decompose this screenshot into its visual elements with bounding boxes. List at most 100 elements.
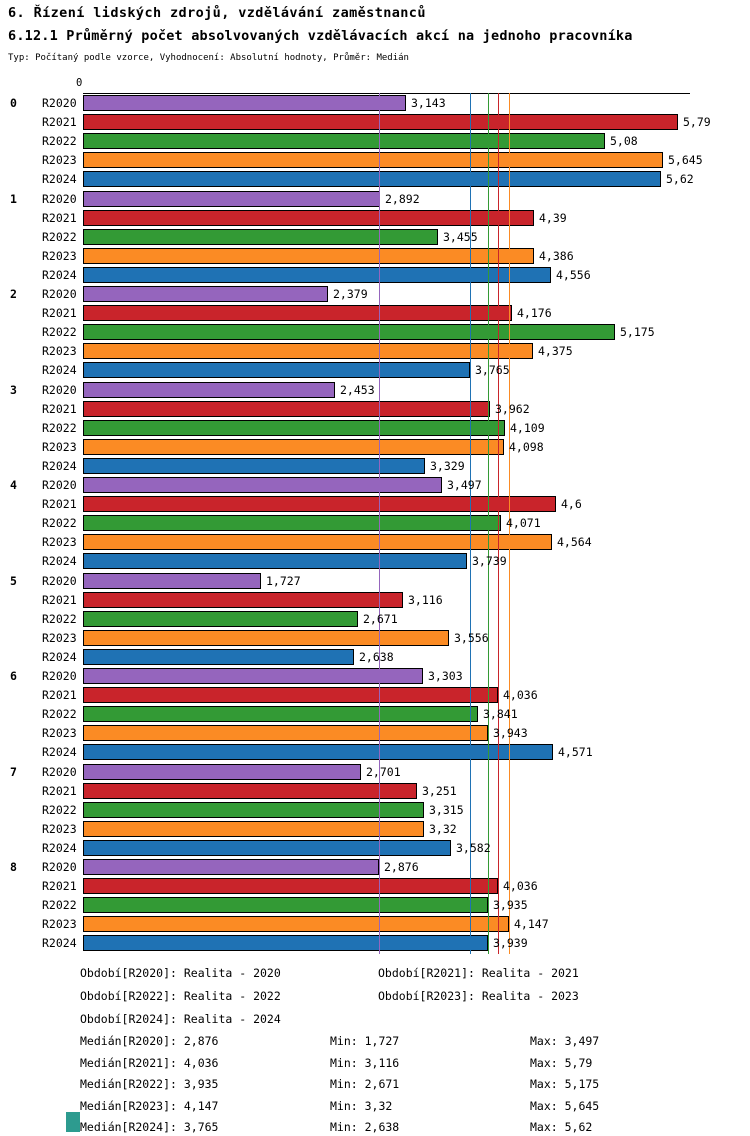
bar [83, 687, 498, 704]
series-row-label: R2022 [42, 802, 77, 817]
bar-value-label: 2,671 [363, 611, 398, 626]
bar-chart: 0 0 R2020 3,143 R2021 5,79 R2022 5,08 R2023 5,64… [0, 77, 750, 954]
stat-max: Max: 3,497 [530, 1034, 600, 1048]
bar [83, 266, 551, 283]
bar [83, 610, 358, 627]
stat-median: Medián[R2024]: 3,765 [80, 1120, 219, 1134]
x-axis-zero-label: 0 [76, 77, 83, 89]
bar-value-label: 4,39 [539, 210, 567, 225]
bar [83, 629, 449, 646]
bar-value-label: 4,098 [509, 439, 544, 454]
bar [83, 553, 467, 570]
series-row-label: R2020 [42, 287, 77, 301]
legend-item: Období[R2020]: Realita - 2020 [80, 966, 281, 980]
series-row-label: R2020 [42, 860, 77, 874]
bar [83, 591, 403, 608]
series-row-label: R2024 [42, 554, 77, 569]
bar [83, 362, 470, 379]
bar [83, 744, 553, 761]
series-row-label: R2022 [42, 898, 77, 913]
bar-value-label: 3,556 [454, 630, 489, 645]
bar [83, 286, 328, 302]
bar [83, 343, 533, 360]
group-label: 8 [10, 860, 17, 874]
bar-value-label: 2,701 [366, 764, 401, 779]
stat-min: Min: 2,671 [330, 1077, 400, 1091]
median-line-R2022 [488, 93, 489, 954]
bar-value-label: 2,379 [333, 287, 368, 301]
bar [83, 782, 417, 799]
bar-value-label: 3,939 [493, 936, 528, 951]
bar-value-label: 1,727 [266, 573, 301, 588]
chart-title: 6. Řízení lidských zdrojů, vzdělávání za… [8, 5, 426, 21]
series-row-label: R2022 [42, 611, 77, 626]
teal-marker [66, 1112, 80, 1132]
bar [83, 648, 354, 665]
bar [83, 839, 451, 856]
bar [83, 381, 335, 398]
bar [83, 400, 490, 417]
stat-max: Max: 5,175 [530, 1077, 600, 1091]
bar-value-label: 4,071 [506, 516, 541, 531]
median-line-R2020 [379, 93, 380, 954]
legend-item: Období[R2021]: Realita - 2021 [378, 966, 579, 980]
bar [83, 725, 488, 742]
legend-item: Období[R2022]: Realita - 2022 [80, 989, 281, 1003]
bar [83, 114, 678, 131]
series-row-label: R2023 [42, 344, 77, 359]
stat-max: Max: 5,62 [530, 1120, 593, 1134]
bar-value-label: 3,962 [495, 401, 530, 416]
series-row-label: R2022 [42, 707, 77, 722]
bar-value-label: 4,036 [503, 688, 538, 703]
series-row-label: R2021 [42, 688, 77, 703]
bar-value-label: 4,386 [539, 248, 574, 263]
bars-layer [0, 93, 750, 954]
series-row-label: R2023 [42, 439, 77, 454]
median-line-R2023 [509, 93, 510, 954]
bar [83, 515, 501, 532]
series-row-label: R2020 [42, 382, 77, 397]
series-row-label: R2024 [42, 745, 77, 760]
series-row-label: R2020 [42, 669, 77, 683]
series-row-label: R2024 [42, 649, 77, 664]
series-row-label: R2020 [42, 191, 77, 206]
stat-min: Min: 3,32 [330, 1099, 393, 1113]
bar [83, 228, 438, 245]
bar-value-label: 2,892 [385, 191, 420, 206]
series-row-label: R2022 [42, 229, 77, 244]
series-row-label: R2024 [42, 936, 77, 951]
bar [83, 95, 406, 111]
bar [83, 859, 379, 875]
bar-value-label: 3,303 [428, 669, 463, 683]
stat-min: Min: 2,638 [330, 1120, 400, 1134]
stat-min: Min: 1,727 [330, 1034, 400, 1048]
bar [83, 878, 498, 895]
bar-value-label: 2,638 [359, 649, 394, 664]
bar-value-label: 3,765 [475, 363, 510, 378]
legend-item: Období[R2023]: Realita - 2023 [378, 989, 579, 1003]
bar-value-label: 3,935 [493, 898, 528, 913]
series-row-label: R2021 [42, 497, 77, 512]
bar [83, 152, 663, 169]
median-line-R2024 [470, 93, 471, 954]
bar [83, 763, 361, 780]
bar-value-label: 4,6 [561, 497, 582, 512]
bar-value-label: 3,251 [422, 783, 457, 798]
series-row-label: R2020 [42, 764, 77, 779]
bar-value-label: 2,453 [340, 382, 375, 397]
series-row-label: R2020 [42, 478, 77, 492]
series-row-label: R2024 [42, 363, 77, 378]
group-label: 3 [10, 382, 17, 397]
bar [83, 534, 552, 551]
series-row-label: R2023 [42, 821, 77, 836]
legend-item: Období[R2024]: Realita - 2024 [80, 1012, 281, 1026]
series-row-label: R2023 [42, 630, 77, 645]
stat-median: Medián[R2020]: 2,876 [80, 1034, 219, 1048]
bar [83, 897, 488, 914]
bar-value-label: 3,315 [429, 802, 464, 817]
group-label: 2 [10, 287, 17, 301]
bar [83, 496, 556, 513]
bar-value-label: 3,32 [429, 821, 457, 836]
bar-value-label: 3,329 [430, 458, 465, 473]
labels-layer: 0 R2020 3,143 R2021 5,79 R2022 5,08 R2023 5,645 R… [0, 93, 750, 954]
